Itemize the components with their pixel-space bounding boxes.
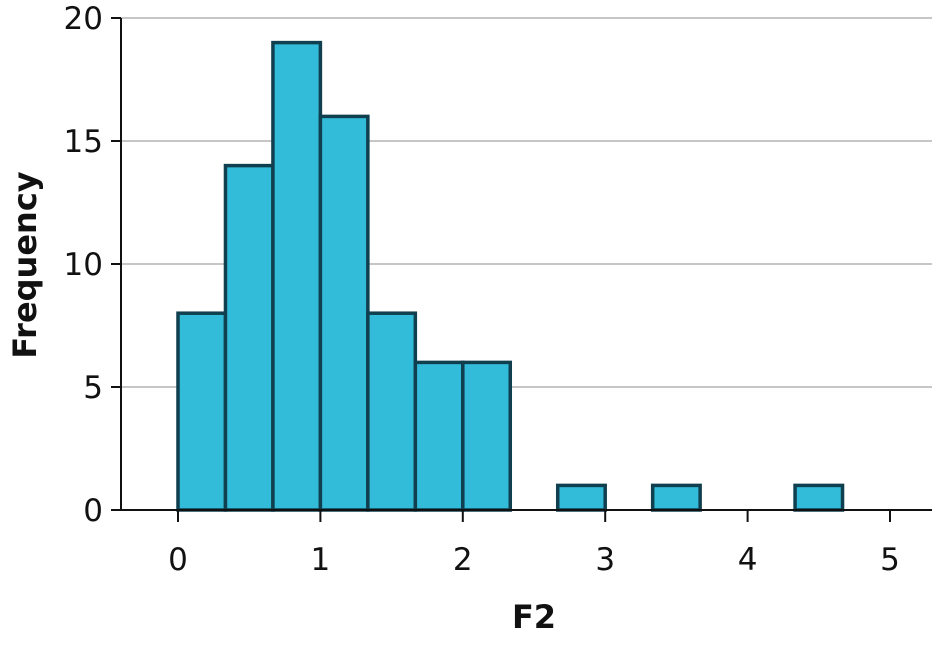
histogram-bar-10 <box>650 483 702 512</box>
x-tick-label-2: 2 <box>453 542 473 578</box>
y-tick-label-0: 0 <box>83 493 103 529</box>
y-tick-label-20: 20 <box>64 1 103 37</box>
histogram-bar-8 <box>555 483 607 512</box>
histogram-bar-5 <box>413 360 465 512</box>
histogram-bar-6 <box>461 360 513 512</box>
histogram-bar-2 <box>271 40 323 512</box>
x-axis-title: F2 <box>512 598 556 636</box>
x-tick-label-3: 3 <box>595 542 615 578</box>
histogram-bar-13 <box>793 483 845 512</box>
y-tick-label-15: 15 <box>64 124 103 160</box>
histogram-bar-0 <box>176 311 228 512</box>
x-tick-label-5: 5 <box>880 542 900 578</box>
y-tick-label-10: 10 <box>64 247 103 283</box>
histogram-bar-3 <box>318 114 370 512</box>
histogram-bar-1 <box>223 163 275 512</box>
y-tick-label-5: 5 <box>83 370 103 406</box>
y-axis-title: Frequency <box>6 171 44 358</box>
axes <box>111 17 932 522</box>
x-tick-label-0: 0 <box>168 542 188 578</box>
x-tick-label-4: 4 <box>738 542 758 578</box>
histogram-bar-4 <box>366 311 418 512</box>
histogram-bars <box>176 40 845 512</box>
tick-labels: 0 5 10 15 20 0 1 2 3 4 5 <box>64 1 900 578</box>
x-tick-label-1: 1 <box>311 542 331 578</box>
